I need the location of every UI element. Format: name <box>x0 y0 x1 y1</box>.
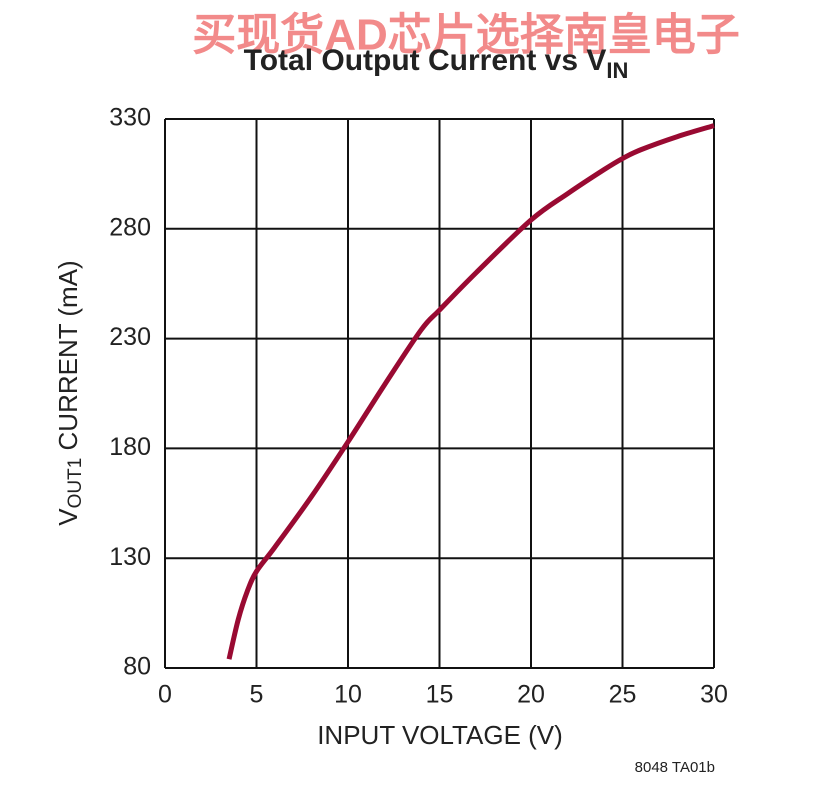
x-tick-label: 15 <box>426 681 454 709</box>
y-label-main: V <box>53 508 83 526</box>
x-tick-label: 5 <box>250 681 264 709</box>
y-tick-label: 330 <box>109 104 151 132</box>
title-main: Total Output Current vs V <box>244 44 607 77</box>
x-tick-label: 30 <box>700 681 728 709</box>
data-line <box>226 123 715 660</box>
y-label-rest: CURRENT (mA) <box>53 260 83 457</box>
y-label-subscript: OUT1 <box>65 458 86 509</box>
x-tick-label: 0 <box>158 681 172 709</box>
title-subscript: IN <box>606 58 628 83</box>
chart-title: Total Output Current vs VIN <box>244 44 629 83</box>
x-tick-label: 10 <box>334 681 362 709</box>
x-tick-label: 25 <box>609 681 637 709</box>
y-tick-label: 80 <box>123 653 151 681</box>
watermark: 买现货AD芯片选择南皇电子 <box>192 11 740 60</box>
figure-code: 8048 TA01b <box>635 759 715 776</box>
y-axis-label: VOUT1 CURRENT (mA) <box>53 260 86 525</box>
x-tick-label: 20 <box>517 681 545 709</box>
y-tick-label: 230 <box>109 323 151 351</box>
y-tick-label: 130 <box>109 543 151 571</box>
y-tick-label: 280 <box>109 213 151 241</box>
x-axis-label: INPUT VOLTAGE (V) <box>317 720 563 750</box>
y-tick-label: 180 <box>109 433 151 461</box>
